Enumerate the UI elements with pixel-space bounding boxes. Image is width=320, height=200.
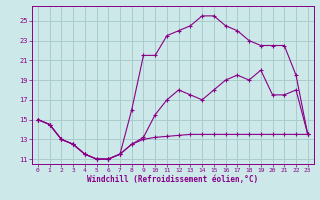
- X-axis label: Windchill (Refroidissement éolien,°C): Windchill (Refroidissement éolien,°C): [87, 175, 258, 184]
